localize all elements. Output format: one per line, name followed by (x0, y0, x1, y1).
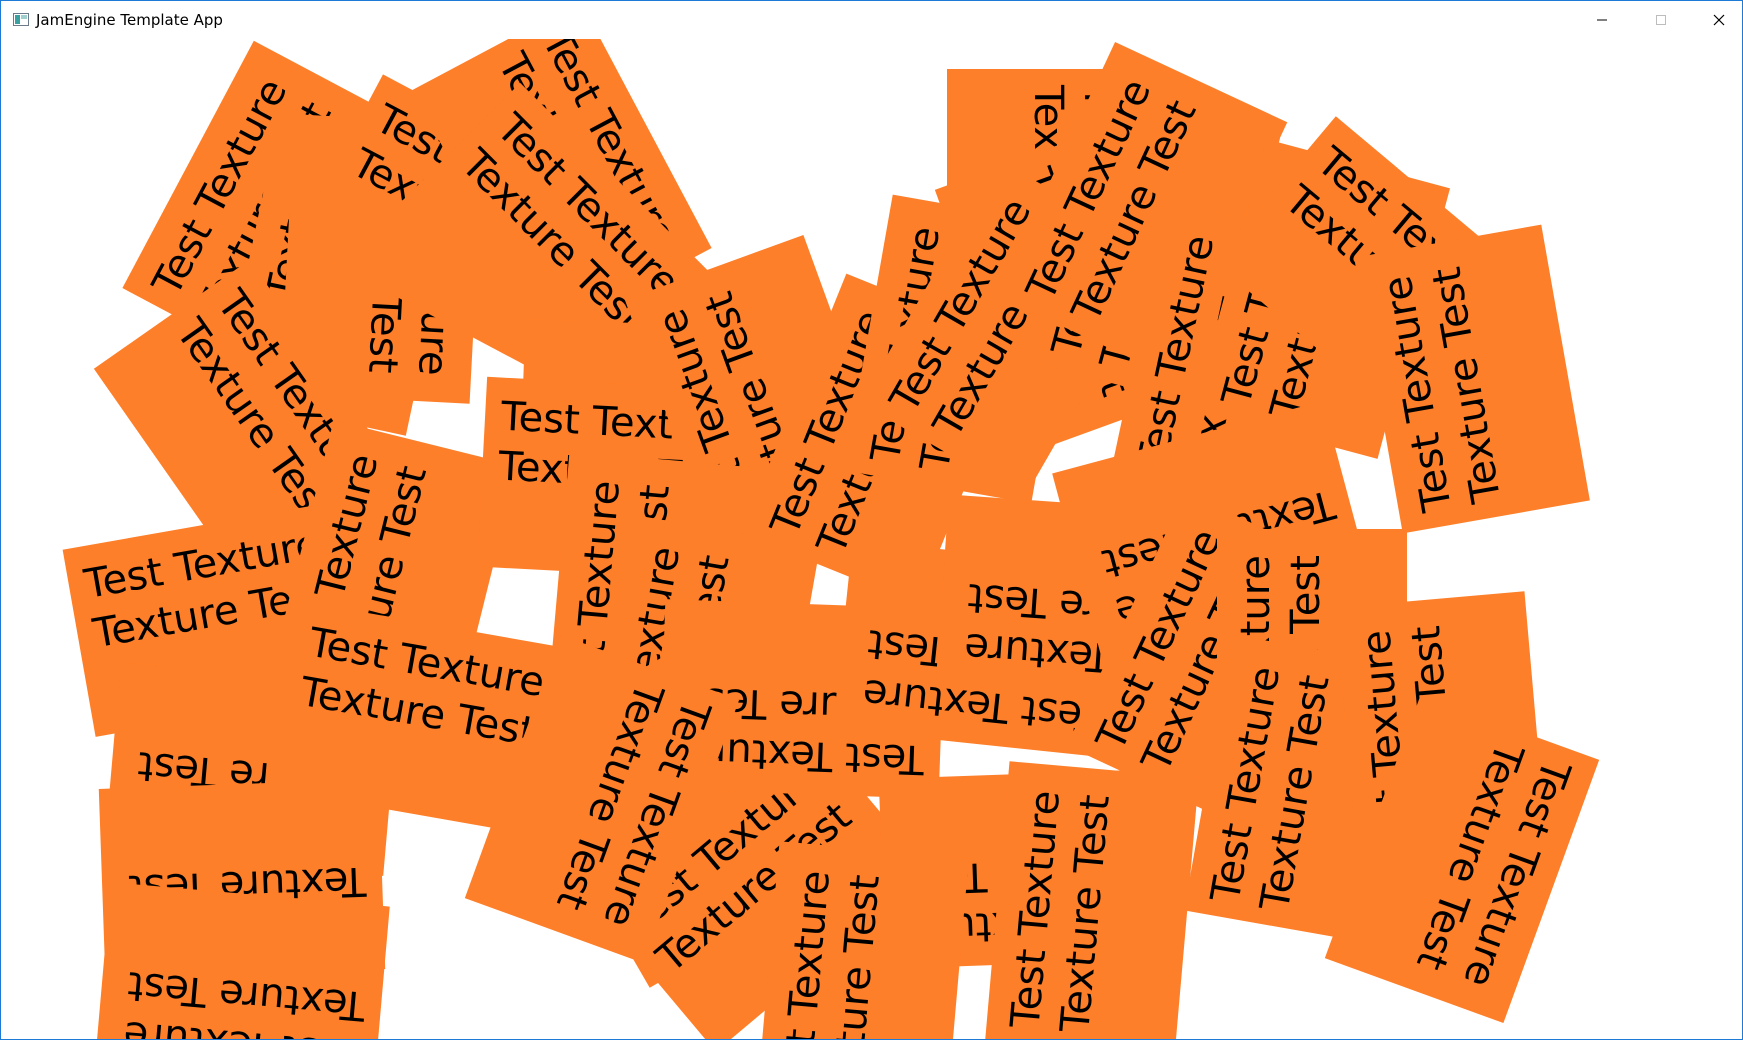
maximize-icon (1656, 15, 1666, 25)
close-icon (1713, 14, 1725, 26)
app-icon (13, 13, 29, 26)
minimize-button[interactable] (1573, 1, 1631, 39)
window-title: JamEngine Template App (36, 11, 223, 29)
close-button[interactable] (1690, 1, 1742, 39)
maximize-button[interactable] (1632, 1, 1690, 39)
minimize-icon (1597, 19, 1607, 21)
title-bar[interactable]: JamEngine Template App (1, 1, 1742, 39)
